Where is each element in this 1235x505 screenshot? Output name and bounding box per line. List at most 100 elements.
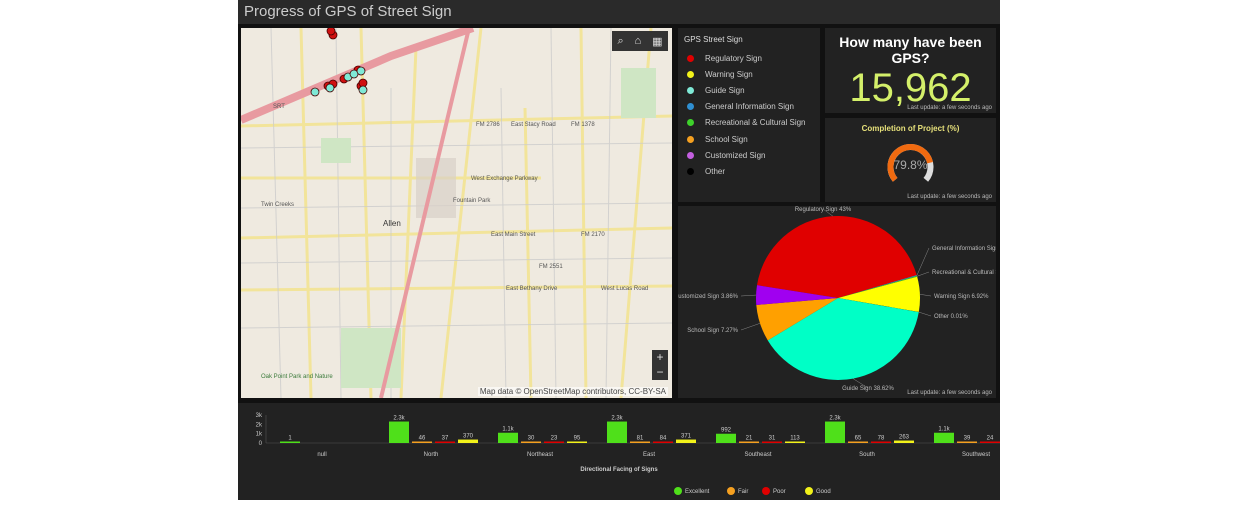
legend-label[interactable]: Excellent bbox=[685, 489, 710, 495]
bar[interactable] bbox=[676, 439, 696, 443]
completion-gauge: Completion of Project (%) 79.8% Last upd… bbox=[825, 118, 996, 202]
pie-leader-line bbox=[916, 247, 930, 276]
bar-value-label: 39 bbox=[964, 436, 971, 442]
bar-value-label: 370 bbox=[463, 434, 474, 440]
legend-label: Guide Sign bbox=[705, 85, 745, 95]
basemap-gallery-icon[interactable]: ▦ bbox=[652, 35, 663, 48]
home-icon[interactable]: ⌂ bbox=[634, 35, 642, 47]
bar-value-label: 992 bbox=[721, 428, 732, 434]
pie-leader-line bbox=[916, 271, 930, 277]
indicator-value: 15,962 bbox=[849, 66, 972, 110]
map-label: Fountain Park bbox=[453, 198, 491, 204]
indicator-title: How many have been GPS? bbox=[839, 34, 982, 66]
bar[interactable] bbox=[934, 432, 954, 443]
bar-value-label: 78 bbox=[878, 436, 885, 442]
legend-swatch-icon bbox=[687, 70, 694, 78]
legend-item: Warning Sign bbox=[687, 66, 820, 82]
pie-slice[interactable] bbox=[756, 298, 838, 341]
bar[interactable] bbox=[607, 421, 627, 443]
pie-slice[interactable] bbox=[838, 298, 919, 313]
pie-label: Customized Sign 3.86% bbox=[678, 294, 739, 300]
bar[interactable] bbox=[762, 441, 782, 444]
legend-item: Guide Sign bbox=[687, 82, 820, 98]
bar[interactable] bbox=[412, 441, 432, 444]
pie-slice[interactable] bbox=[838, 275, 918, 298]
pie-leader-line bbox=[822, 208, 833, 217]
pie-slice[interactable] bbox=[838, 276, 920, 313]
bar-value-label: 31 bbox=[769, 436, 776, 442]
bar[interactable] bbox=[825, 421, 845, 443]
pie-leader-line bbox=[852, 378, 869, 389]
bar-value-label: 1 bbox=[288, 436, 292, 442]
bar[interactable] bbox=[848, 441, 868, 444]
bar-value-label: 37 bbox=[442, 436, 449, 442]
legend-label: Warning Sign bbox=[705, 69, 753, 79]
legend-item: School Sign bbox=[687, 131, 820, 147]
zoom-in-button[interactable]: + bbox=[656, 350, 664, 364]
legend-swatch-icon bbox=[687, 54, 694, 62]
legend-label[interactable]: Good bbox=[816, 489, 831, 495]
pie-chart[interactable]: Regulatory Sign 43% General Information S… bbox=[674, 206, 1027, 398]
legend-swatch-icon bbox=[687, 167, 694, 175]
map-label: East Stacy Road bbox=[511, 122, 556, 128]
bar[interactable] bbox=[280, 441, 300, 444]
pie-slice[interactable] bbox=[838, 275, 917, 298]
bar-value-label: 81 bbox=[637, 436, 644, 442]
map-label: FM 2170 bbox=[581, 232, 605, 238]
map-label: SRT bbox=[273, 104, 285, 110]
bar-value-label: 21 bbox=[746, 436, 753, 442]
bar[interactable] bbox=[521, 441, 541, 444]
legend-label: Recreational & Cultural Sign bbox=[705, 118, 806, 128]
bar[interactable] bbox=[716, 433, 736, 443]
legend-swatch-icon bbox=[687, 135, 694, 143]
bar[interactable] bbox=[458, 439, 478, 443]
pie-slice[interactable] bbox=[757, 216, 917, 298]
legend-label[interactable]: Fair bbox=[738, 489, 748, 495]
bar-value-label: 113 bbox=[790, 436, 800, 442]
bar[interactable] bbox=[567, 441, 587, 444]
bar[interactable] bbox=[980, 441, 1000, 444]
bar[interactable] bbox=[630, 441, 650, 444]
map-label: West Exchange Parkway bbox=[471, 176, 538, 182]
legend-swatch-icon bbox=[687, 103, 694, 111]
bar[interactable] bbox=[389, 421, 409, 443]
bar-value-label: 65 bbox=[855, 436, 862, 442]
bar[interactable] bbox=[435, 441, 455, 444]
legend-swatch-icon bbox=[687, 119, 694, 127]
bar[interactable] bbox=[785, 441, 805, 444]
pie-slice[interactable] bbox=[767, 298, 919, 380]
legend-swatch-icon bbox=[687, 86, 694, 94]
pie-label: School Sign 7.27% bbox=[687, 328, 738, 334]
pie-slice[interactable] bbox=[756, 285, 838, 305]
bar[interactable] bbox=[957, 441, 977, 444]
bar[interactable] bbox=[653, 441, 673, 444]
zoom-out-button[interactable]: − bbox=[656, 365, 664, 379]
legend-label: School Sign bbox=[705, 134, 748, 144]
bar-chart[interactable]: 0 1k 2k 3k null 1 North 2.3k 46 37 370 Northeast 1.1… bbox=[238, 403, 1000, 500]
bar[interactable] bbox=[498, 432, 518, 443]
bar-value-label: 2.3k bbox=[829, 416, 841, 422]
map-label: Oak Point Park and Nature bbox=[261, 374, 333, 380]
map-canvas[interactable]: FM 2786 East Stacy Road FM 1378 West Exc… bbox=[241, 28, 672, 398]
pie-label: Other 0.01% bbox=[934, 314, 968, 320]
search-icon[interactable]: ⌕ bbox=[617, 34, 624, 47]
legend-item: Regulatory Sign bbox=[687, 50, 820, 66]
x-tick-label: Southwest bbox=[962, 452, 990, 458]
x-tick-label: South bbox=[859, 452, 875, 458]
gauge-value: 79.8% bbox=[893, 158, 927, 172]
bar-value-label: 23 bbox=[551, 436, 558, 442]
pie-label: Recreational & Cultural Sign 0.17% bbox=[932, 270, 996, 276]
bar-value-label: 84 bbox=[660, 436, 667, 442]
legend-label: General Information Sign bbox=[705, 102, 794, 112]
map[interactable]: FM 2786 East Stacy Road FM 1378 West Exc… bbox=[241, 28, 672, 398]
legend-label: Other bbox=[705, 166, 726, 176]
legend-label[interactable]: Poor bbox=[773, 489, 786, 495]
dashboard-title: Progress of GPS of Street Sign bbox=[238, 0, 1000, 24]
map-label: Allen bbox=[383, 219, 401, 228]
bar[interactable] bbox=[894, 440, 914, 443]
map-label: West Lucas Road bbox=[601, 286, 648, 292]
bar[interactable] bbox=[544, 441, 564, 444]
bar[interactable] bbox=[739, 441, 759, 444]
gauge-chart: 79.8% bbox=[887, 144, 934, 182]
bar[interactable] bbox=[871, 441, 891, 444]
